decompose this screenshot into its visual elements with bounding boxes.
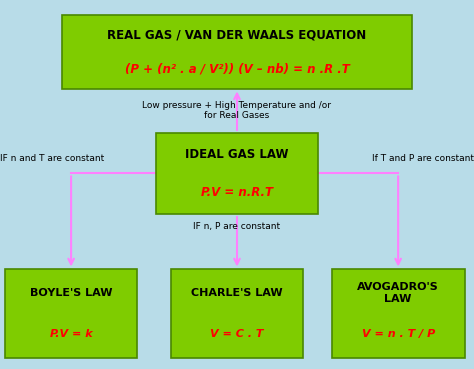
Text: P.V = k: P.V = k — [50, 329, 92, 339]
Text: Low pressure + High Temperature and /or
for Real Gases: Low pressure + High Temperature and /or … — [143, 101, 331, 120]
Text: P.V = n.R.T: P.V = n.R.T — [201, 186, 273, 199]
Text: REAL GAS / VAN DER WAALS EQUATION: REAL GAS / VAN DER WAALS EQUATION — [108, 28, 366, 41]
Text: BOYLE'S LAW: BOYLE'S LAW — [30, 288, 112, 298]
Text: AVOGADRO'S
LAW: AVOGADRO'S LAW — [357, 283, 439, 304]
FancyBboxPatch shape — [62, 15, 412, 89]
Text: CHARLE'S LAW: CHARLE'S LAW — [191, 288, 283, 298]
Text: If T and P are constant: If T and P are constant — [372, 154, 474, 163]
Text: V = n . T / P: V = n . T / P — [362, 329, 435, 339]
Text: (P + (n² . a / V²)) (V – nb) = n .R .T: (P + (n² . a / V²)) (V – nb) = n .R .T — [125, 62, 349, 75]
FancyBboxPatch shape — [156, 133, 318, 214]
Text: IF n, P are constant: IF n, P are constant — [193, 223, 281, 231]
FancyBboxPatch shape — [171, 269, 303, 358]
Text: V = C . T: V = C . T — [210, 329, 264, 339]
FancyBboxPatch shape — [5, 269, 137, 358]
FancyBboxPatch shape — [332, 269, 465, 358]
Text: IF n and T are constant: IF n and T are constant — [0, 154, 104, 163]
Text: IDEAL GAS LAW: IDEAL GAS LAW — [185, 148, 289, 161]
